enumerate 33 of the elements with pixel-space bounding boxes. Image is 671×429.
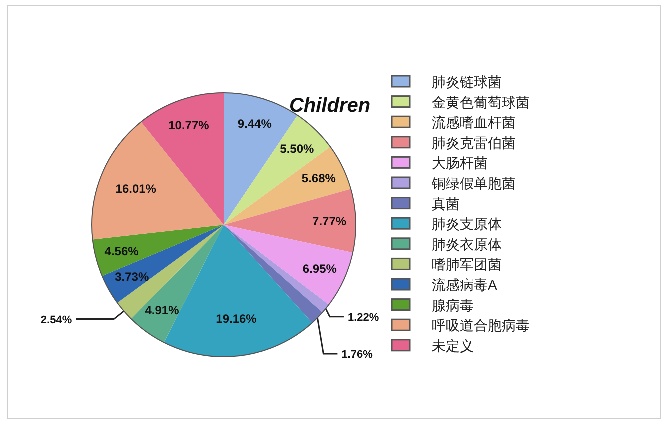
legend-label: 呼吸道合胞病毒	[432, 318, 530, 334]
legend-label: 未定义	[432, 338, 474, 354]
pie-slice	[224, 189, 356, 253]
data-label: 1.76%	[342, 348, 374, 361]
legend-label: 腺病毒	[432, 297, 474, 314]
legend-label: 真菌	[432, 196, 460, 212]
data-label: 16.01%	[116, 182, 157, 196]
legend-label: 流感嗜血杆菌	[432, 114, 516, 131]
data-label: 1.22%	[348, 312, 380, 324]
data-label: 4.56%	[104, 244, 140, 259]
data-label: 6.95%	[302, 262, 338, 276]
pie-slice	[224, 225, 354, 305]
data-label: 4.91%	[145, 304, 180, 318]
data-label: 3.73%	[115, 270, 150, 284]
pie-slice	[92, 122, 224, 240]
legend-label: 肺炎克雷伯菌	[432, 134, 516, 151]
data-label: 10.77%	[168, 118, 210, 132]
text: Children	[289, 95, 371, 117]
data-label: 9.44%	[238, 117, 272, 132]
data-label: 5.50%	[280, 142, 315, 156]
data-label: 19.16%	[216, 312, 258, 326]
legend-label: 大肠杆菌	[432, 155, 488, 172]
legend-label: 金黄色葡萄球菌	[432, 94, 530, 110]
data-label: 2.54%	[40, 314, 72, 326]
pie-slice	[102, 225, 224, 304]
legend-label: 铜绿假单胞菌	[431, 176, 516, 192]
legend-label: 流感病毒A	[432, 277, 498, 293]
legend-label: 嗜肺军团菌	[432, 256, 502, 273]
legend-label: 肺炎支原体	[432, 216, 502, 232]
data-label: 5.68%	[302, 172, 336, 186]
data-label: 7.77%	[312, 214, 347, 229]
legend-label: 肺炎链球菌	[432, 74, 502, 90]
legend-label: 肺炎衣原体	[432, 236, 502, 252]
